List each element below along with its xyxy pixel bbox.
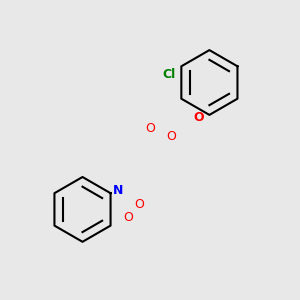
Text: O: O bbox=[193, 111, 204, 124]
Text: O: O bbox=[134, 197, 144, 211]
Text: N: N bbox=[112, 184, 123, 197]
Text: O: O bbox=[167, 130, 176, 143]
Text: O: O bbox=[124, 211, 133, 224]
Text: O: O bbox=[145, 122, 155, 135]
Text: Cl: Cl bbox=[162, 68, 176, 81]
